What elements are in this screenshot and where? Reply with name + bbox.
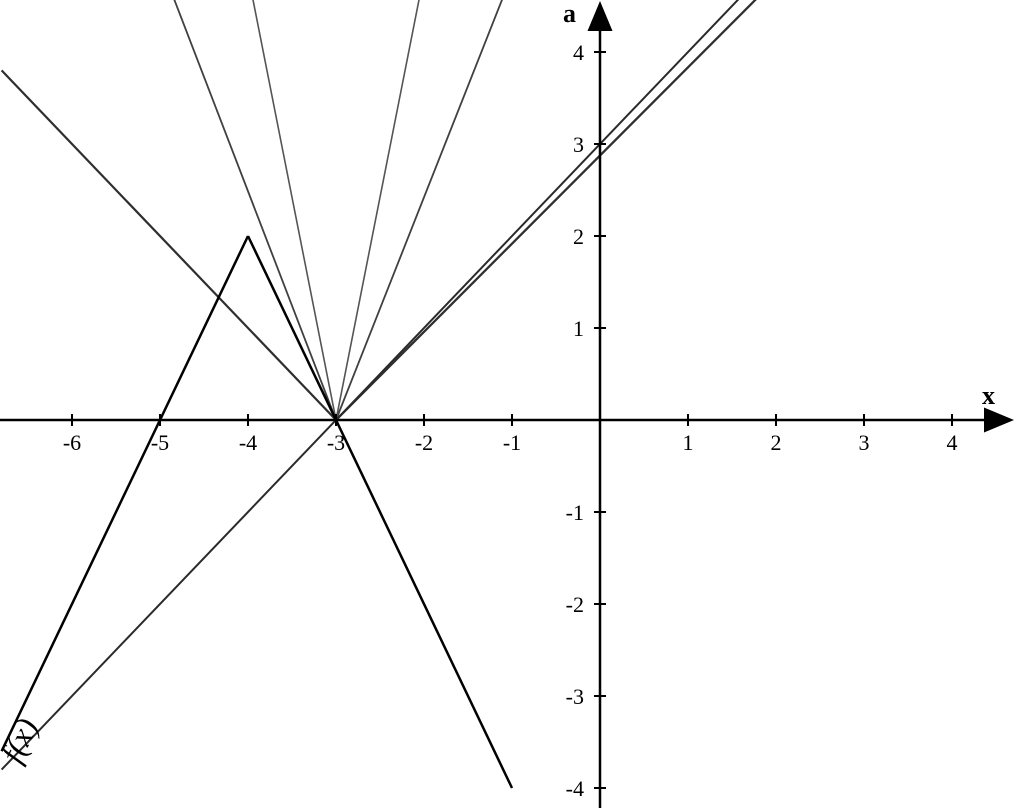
line-fx-piece-right — [248, 236, 512, 788]
x-tick-label: -6 — [63, 430, 81, 455]
x-tick-label: 3 — [859, 430, 870, 455]
x-tick-label: -5 — [151, 430, 169, 455]
line-V-mid-right — [336, 0, 503, 420]
y-tick-label: -3 — [566, 684, 584, 709]
line-fx-piece-left — [2, 236, 248, 751]
line-y-intercept-3-line — [336, 0, 758, 420]
y-tick-label: -4 — [566, 776, 584, 801]
line-V-inner-right — [336, 0, 420, 420]
x-axis-label: x — [982, 381, 995, 410]
y-tick-label: 1 — [573, 316, 584, 341]
line-y-eq-x-plus-3 — [2, 0, 759, 770]
x-tick-label: -2 — [415, 430, 433, 455]
chart-svg: -6-5-4-3-2-11234-4-3-2-11234xaf(x) — [0, 0, 1017, 808]
y-tick-label: -1 — [566, 500, 584, 525]
fx-label: f(x) — [0, 712, 45, 768]
line-V-mid-left — [173, 0, 336, 420]
x-tick-label: -3 — [327, 430, 345, 455]
x-tick-label: 2 — [771, 430, 782, 455]
x-tick-label: -1 — [503, 430, 521, 455]
x-tick-label: 1 — [683, 430, 694, 455]
line-V-inner-left — [252, 0, 336, 420]
chart-container: -6-5-4-3-2-11234-4-3-2-11234xaf(x) — [0, 0, 1017, 808]
y-tick-label: 4 — [573, 40, 584, 65]
x-tick-label: 4 — [947, 430, 958, 455]
line-V-outer-left — [2, 70, 336, 420]
y-axis-label: a — [563, 0, 576, 28]
y-tick-label: 2 — [573, 224, 584, 249]
x-tick-label: -4 — [239, 430, 257, 455]
y-tick-label: 3 — [573, 132, 584, 157]
y-tick-label: -2 — [566, 592, 584, 617]
